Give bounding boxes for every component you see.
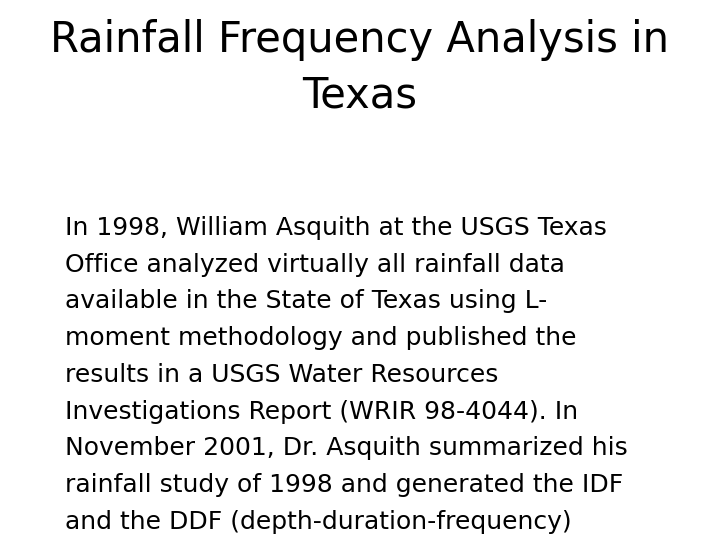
Text: Rainfall Frequency Analysis in
Texas: Rainfall Frequency Analysis in Texas <box>50 19 670 116</box>
Text: Office analyzed virtually all rainfall data: Office analyzed virtually all rainfall d… <box>65 253 564 276</box>
Text: moment methodology and published the: moment methodology and published the <box>65 326 576 350</box>
Text: Investigations Report (WRIR 98-4044). In: Investigations Report (WRIR 98-4044). In <box>65 400 578 423</box>
Text: rainfall study of 1998 and generated the IDF: rainfall study of 1998 and generated the… <box>65 473 623 497</box>
Text: available in the State of Texas using L-: available in the State of Texas using L- <box>65 289 547 313</box>
Text: results in a USGS Water Resources: results in a USGS Water Resources <box>65 363 498 387</box>
Text: November 2001, Dr. Asquith summarized his: November 2001, Dr. Asquith summarized hi… <box>65 436 628 460</box>
Text: In 1998, William Asquith at the USGS Texas: In 1998, William Asquith at the USGS Tex… <box>65 216 607 240</box>
Text: and the DDF (depth-duration-frequency): and the DDF (depth-duration-frequency) <box>65 510 572 534</box>
